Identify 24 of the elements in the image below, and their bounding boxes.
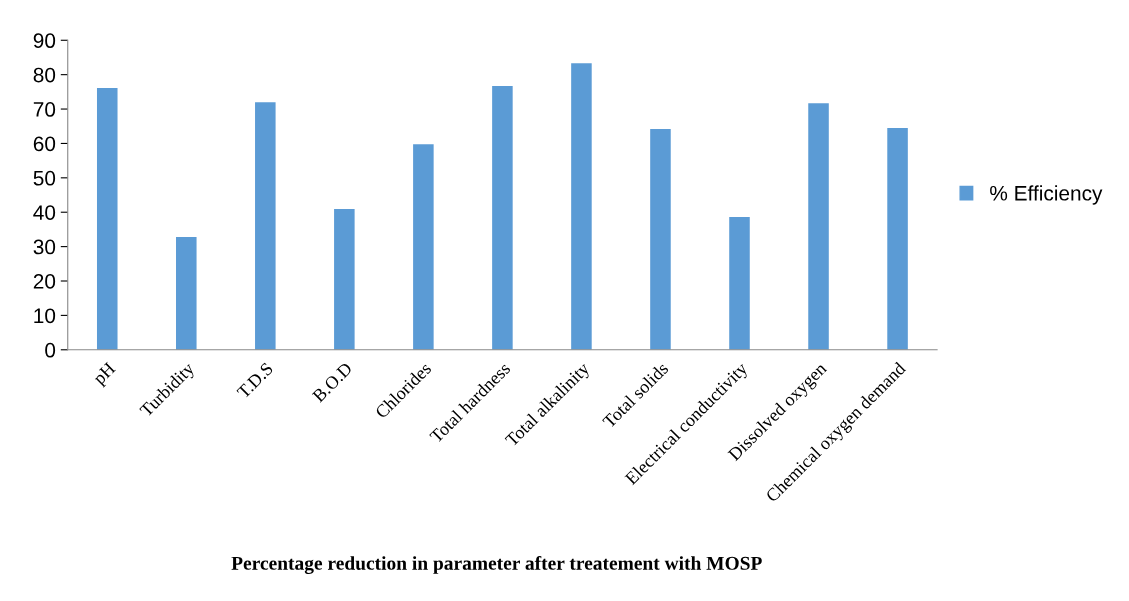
bar — [255, 102, 276, 350]
bar — [887, 127, 908, 350]
y-tick-label: 20 — [33, 274, 56, 289]
legend-label: % Efficiency — [990, 185, 1103, 205]
bar — [571, 63, 592, 350]
y-tick-label: 60 — [33, 136, 56, 152]
y-tick-label: 0 — [45, 342, 56, 358]
y-tick-label: 40 — [33, 205, 56, 220]
text: Percentage reduction in parameter after treatement with MOSP — [231, 555, 762, 574]
y-tick-label: 80 — [33, 67, 56, 83]
bar — [176, 236, 197, 350]
bar — [96, 88, 118, 350]
y-tick-label: 30 — [33, 239, 56, 255]
bar — [808, 103, 829, 350]
y-tick-label: 10 — [34, 308, 56, 324]
bar — [492, 86, 513, 350]
bar — [334, 209, 355, 350]
y-tick-label: 90 — [33, 33, 56, 49]
y-tick-label: 70 — [33, 102, 56, 117]
y-tick-label: 50 — [33, 170, 56, 186]
bar — [650, 128, 671, 350]
bar — [729, 217, 750, 350]
bar — [413, 144, 434, 350]
x-tick-label: pH — [92, 361, 119, 388]
